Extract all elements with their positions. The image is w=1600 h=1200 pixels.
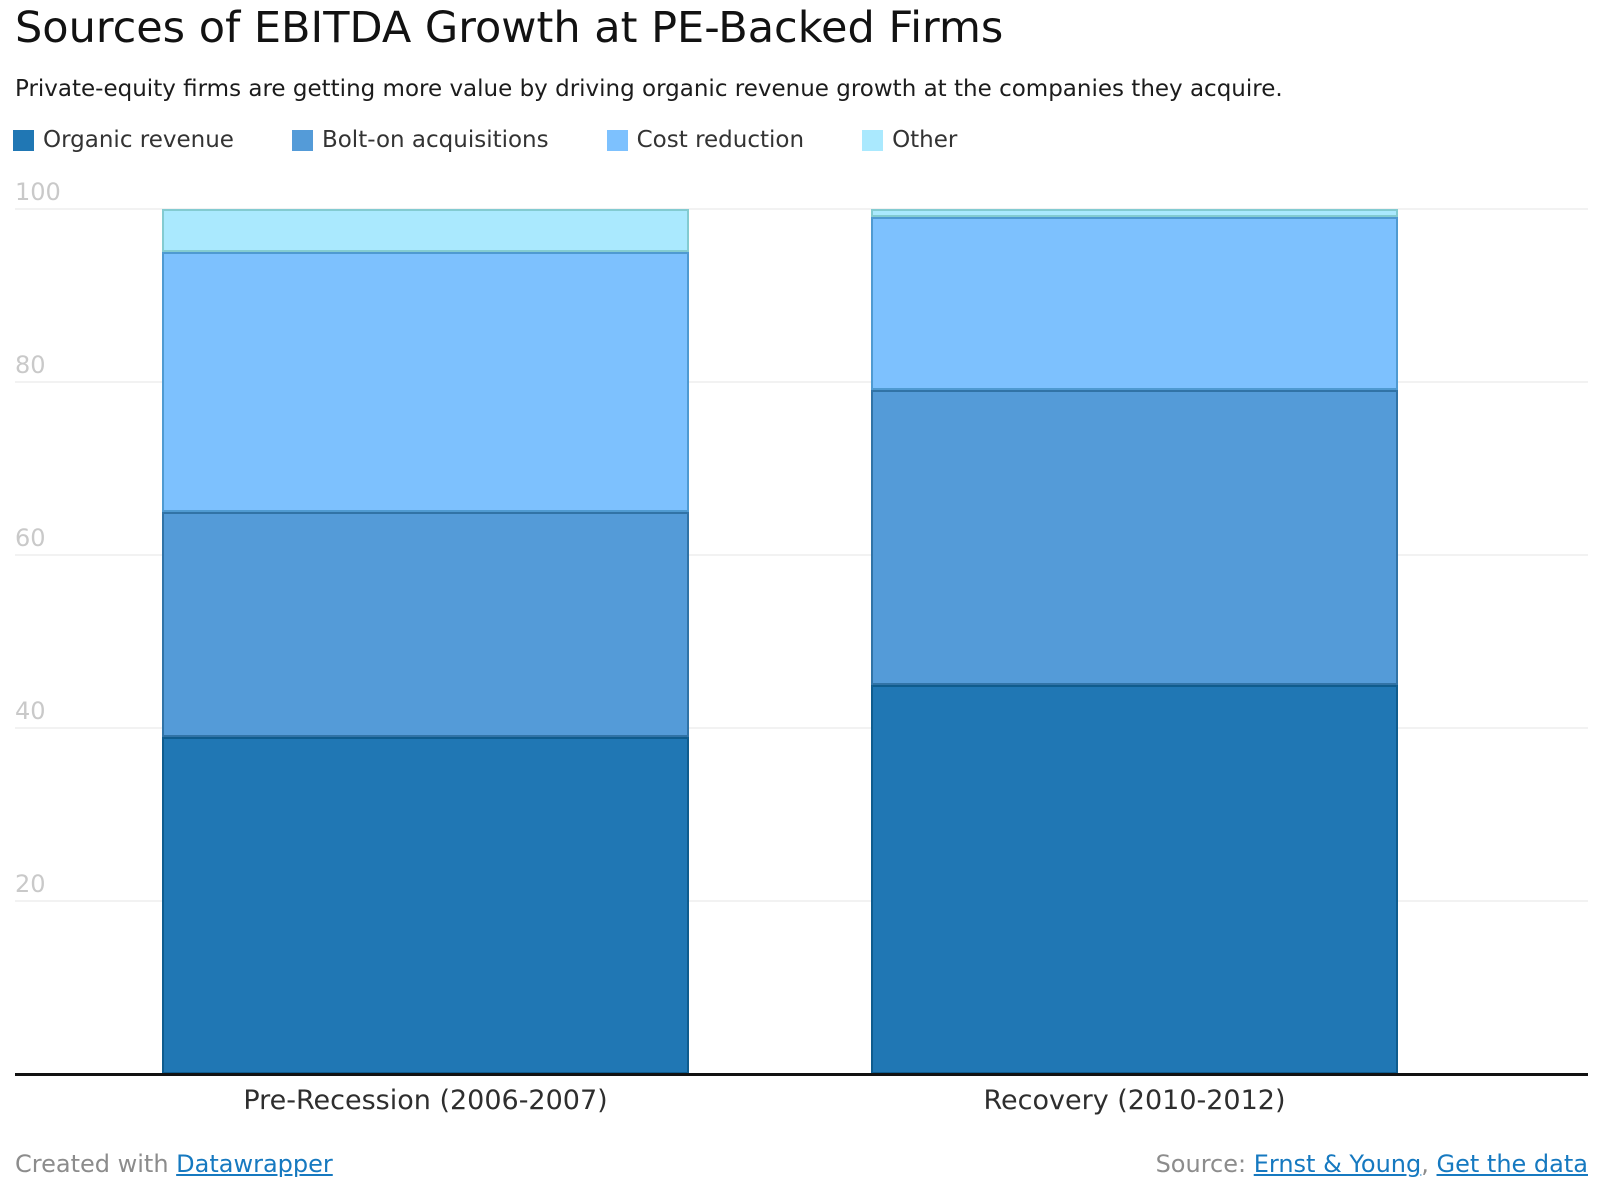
- datawrapper-link[interactable]: Datawrapper: [176, 1150, 333, 1178]
- get-data-link[interactable]: Get the data: [1436, 1150, 1588, 1178]
- legend-item-cost-reduction: Cost reduction: [606, 127, 805, 153]
- legend-item-organic-revenue: Organic revenue: [13, 127, 234, 153]
- x-axis-line: [15, 1073, 1588, 1076]
- bar-segment-cost-reduction[interactable]: [162, 251, 689, 512]
- gridline-80: [15, 380, 1588, 383]
- y-tick-label-40: 40: [15, 697, 46, 726]
- footer-source: Source: Ernst & Young, Get the data: [1156, 1150, 1588, 1178]
- y-tick-label-20: 20: [15, 870, 46, 899]
- y-tick-label-80: 80: [15, 350, 46, 379]
- bar-segment-bolt-on-acquisitions[interactable]: [162, 511, 689, 737]
- gridline-40: [15, 727, 1588, 730]
- x-category-label: Recovery (2010-2012): [983, 1085, 1286, 1116]
- bar-segment-cost-reduction[interactable]: [871, 217, 1398, 391]
- chart-subtitle: Private-equity firms are getting more va…: [15, 76, 1283, 102]
- gridline-100: [15, 207, 1588, 210]
- legend-item-label: Bolt-on acquisitions: [321, 127, 549, 153]
- footer-attribution: Created with Datawrapper: [15, 1150, 333, 1178]
- bar-segment-bolt-on-acquisitions[interactable]: [871, 390, 1398, 685]
- legend-item-label: Cost reduction: [636, 127, 805, 153]
- y-tick-label-100: 100: [15, 177, 61, 206]
- legend-item-label: Organic revenue: [43, 127, 234, 153]
- legend-swatch-icon: [862, 129, 884, 151]
- legend-item-other: Other: [862, 127, 957, 153]
- bar-segment-organic-revenue[interactable]: [871, 684, 1398, 1075]
- gridline-60: [15, 553, 1588, 556]
- legend-item-label: Other: [892, 127, 958, 153]
- y-tick-label-60: 60: [15, 523, 46, 552]
- x-category-label: Pre-Recession (2006-2007): [243, 1085, 608, 1116]
- created-with-text: Created with: [15, 1150, 177, 1178]
- bar-segment-organic-revenue[interactable]: [162, 736, 689, 1075]
- bar-segment-other[interactable]: [871, 208, 1398, 218]
- page-title: Sources of EBITDA Growth at PE-Backed Fi…: [15, 3, 1004, 53]
- legend-item-bolt-on-acquisitions: Bolt-on acquisitions: [291, 127, 549, 153]
- source-label: Source:: [1155, 1150, 1254, 1178]
- source-link[interactable]: Ernst & Young: [1253, 1150, 1422, 1178]
- source-separator: ,: [1421, 1150, 1437, 1178]
- bar-segment-other[interactable]: [162, 208, 689, 252]
- legend-swatch-icon: [606, 129, 628, 151]
- chart-footer: Created with Datawrapper Source: Ernst &…: [15, 1150, 1588, 1178]
- legend: Organic revenue Bolt-on acquisitions Cost …: [13, 127, 957, 153]
- legend-swatch-icon: [13, 129, 34, 151]
- legend-swatch-icon: [291, 129, 313, 151]
- gridline-20: [15, 900, 1588, 903]
